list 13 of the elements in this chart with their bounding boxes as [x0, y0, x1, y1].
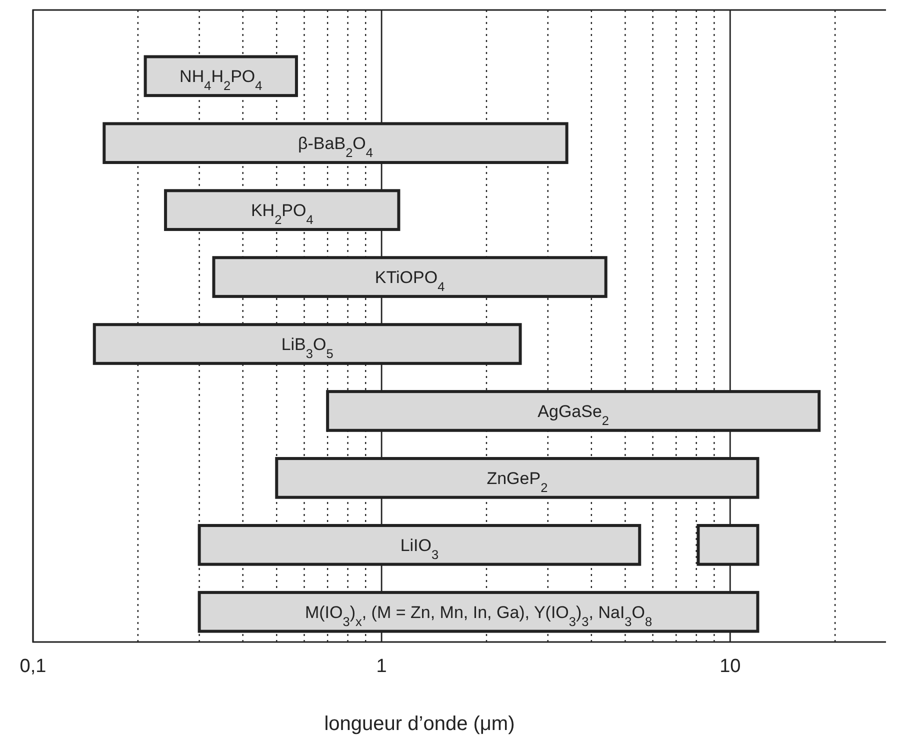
- y-tick-label: NH$_{4}$H$_{2}$PO$_{4}$: [180, 67, 262, 93]
- y-tick-label: β-BaB$_{2}$O$_{4}$: [298, 134, 373, 160]
- x-tick-label: 0,1: [20, 656, 46, 677]
- x-axis-title: longueur d’onde (μm): [324, 713, 515, 735]
- y-tick-label: LiIO$_{3}$: [400, 536, 439, 562]
- y-tick-label: AgGaSe$_{2}$: [538, 402, 610, 428]
- x-tick-label: 1: [376, 656, 387, 677]
- category-label: M(IO$_{3}$)$_{x}$, (M = Zn, Mn, In, Ga), Y(IO$_{3}$)$_{3}$, NaI$_{3}$O$_{8}$: [304, 602, 652, 628]
- y-tick-label: ZnGeP$_{2}$: [486, 468, 548, 494]
- y-tick-label: KH$_{2}$PO$_{4}$: [250, 201, 314, 227]
- y-tick-label: LiB$_{3}$O$_{5}$: [281, 335, 334, 360]
- x-tick-label: 10: [720, 656, 741, 677]
- y-tick-label: KTiOPO$_{4}$: [374, 268, 445, 294]
